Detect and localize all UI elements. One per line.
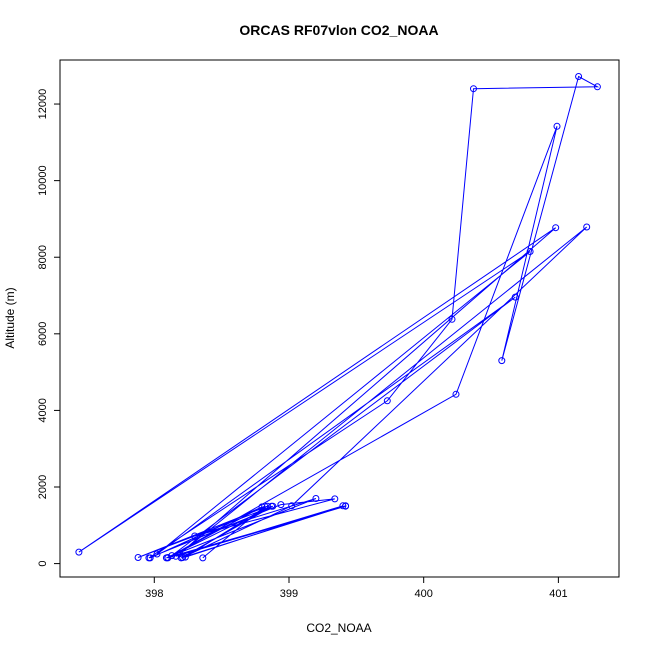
- data-point: [134, 554, 142, 561]
- x-tick-label: 399: [280, 588, 298, 600]
- data-point: [269, 502, 277, 510]
- x-tick-label: 401: [549, 588, 567, 600]
- chart-title: ORCAS RF07vlon CO2_NOAA: [239, 22, 438, 38]
- x-tick-label: 398: [145, 588, 163, 600]
- data-point: [145, 554, 153, 562]
- series-layer: [75, 73, 601, 562]
- data-point: [448, 315, 456, 323]
- y-axis-label: Altitude (m): [3, 287, 17, 348]
- data-point: [164, 554, 172, 562]
- y-tick-label: 6000: [37, 322, 49, 346]
- data-point: [263, 502, 271, 510]
- data-point: [75, 548, 83, 556]
- series-line: [78, 75, 600, 559]
- data-point: [181, 553, 189, 561]
- data-point: [331, 495, 339, 503]
- data-point: [277, 501, 285, 509]
- data-point: [288, 502, 296, 510]
- data-point: [168, 552, 176, 560]
- data-point: [593, 83, 601, 91]
- y-tick-label: 4000: [37, 398, 49, 422]
- data-point: [153, 550, 161, 558]
- y-tick-label: 2000: [37, 475, 49, 499]
- data-point: [199, 554, 207, 562]
- data-point: [553, 122, 561, 130]
- data-point: [526, 248, 534, 255]
- data-point: [179, 554, 187, 561]
- y-axis: 0 2000 4000 6000 8000 10000 12000: [37, 89, 60, 567]
- data-point: [258, 503, 266, 511]
- data-point: [452, 390, 460, 398]
- data-point: [312, 495, 320, 502]
- y-tick-label: 10000: [37, 165, 49, 196]
- y-tick-label: 0: [37, 561, 49, 567]
- data-point: [342, 502, 350, 510]
- y-tick-label: 12000: [37, 89, 49, 120]
- x-axis-label: CO2_NOAA: [306, 621, 371, 635]
- plot-frame: [59, 59, 620, 578]
- data-point: [261, 502, 269, 510]
- y-tick-label: 8000: [37, 245, 49, 269]
- data-point: [383, 397, 391, 405]
- data-point: [583, 223, 591, 231]
- data-point: [511, 293, 519, 301]
- data-point: [339, 502, 347, 510]
- data-point: [552, 224, 560, 232]
- data-point: [191, 532, 199, 540]
- data-point: [470, 85, 477, 93]
- x-axis: 398 399 400 401: [145, 577, 568, 600]
- x-tick-label: 400: [415, 588, 433, 600]
- data-point: [575, 73, 583, 80]
- data-point: [498, 357, 506, 365]
